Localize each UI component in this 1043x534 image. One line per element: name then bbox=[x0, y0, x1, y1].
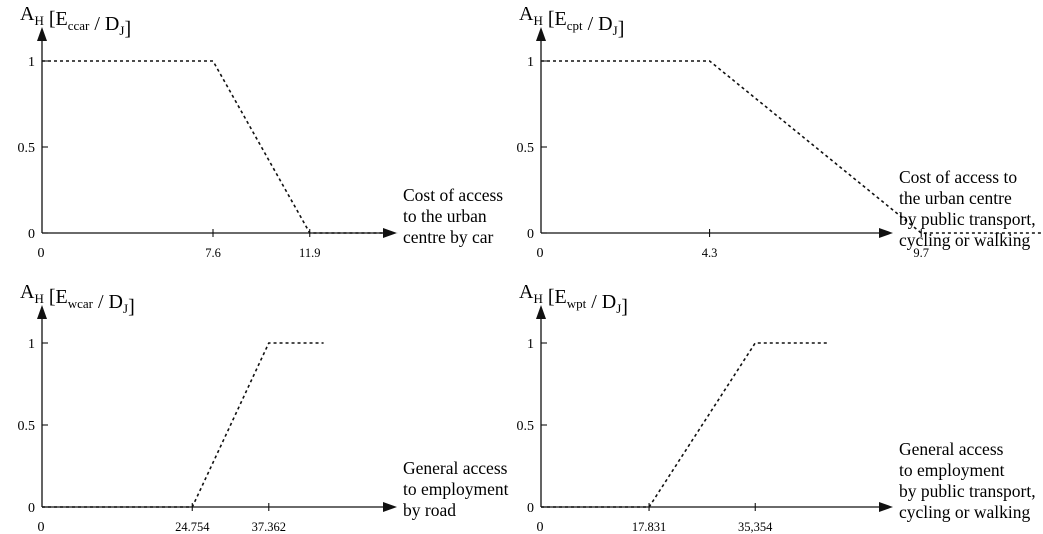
x-tick-label: 11.9 bbox=[299, 246, 320, 260]
y-tick-label: 1 bbox=[28, 55, 35, 70]
series-line bbox=[541, 60, 1043, 234]
y-tick-label: 0 bbox=[527, 227, 534, 242]
x-tick-label: 7.6 bbox=[205, 246, 221, 260]
y-tick-label: 0.5 bbox=[517, 419, 535, 434]
chart-panel-2: 1 0.5 00 4.3 9.7 AH [Ecpt / DJ] Cost of access… bbox=[517, 3, 1043, 261]
x-axis-arrow-icon bbox=[879, 228, 893, 238]
x-tick-label: 35,354 bbox=[738, 520, 773, 534]
y-tick-label: 0.5 bbox=[517, 141, 535, 156]
y-tick-label: 0 bbox=[28, 501, 35, 516]
series-line bbox=[42, 60, 398, 234]
series-line bbox=[541, 342, 829, 508]
y-axis-arrow-icon bbox=[536, 305, 546, 319]
y-tick-label: 1 bbox=[527, 337, 534, 352]
chart-panel-1: 1 0.5 00 7.6 11.9 AH [Eccar / DJ] Cost of acce… bbox=[18, 3, 504, 261]
x-tick-label: 9.7 bbox=[913, 246, 929, 260]
y-tick-label: 1 bbox=[28, 337, 35, 352]
x-axis-arrow-icon bbox=[383, 502, 397, 512]
y-tick-label: 1 bbox=[527, 55, 534, 70]
y-axis-label: AH [Ewcar / DJ] bbox=[20, 281, 135, 318]
y-axis-arrow-icon bbox=[37, 27, 47, 41]
y-axis-label: AH [Eccar / DJ] bbox=[20, 3, 131, 40]
x-axis-arrow-icon bbox=[383, 228, 397, 238]
y-axis-arrow-icon bbox=[37, 305, 47, 319]
x-tick-label-zero: 0 bbox=[38, 246, 45, 261]
chart-panel-3: 1 0.5 00 24.754 37.362 AH [Ewcar / DJ] General… bbox=[18, 281, 509, 534]
x-tick-label: 24.754 bbox=[175, 520, 210, 534]
x-tick-label: 17.831 bbox=[632, 520, 666, 534]
x-axis-label: Cost of access to the urban centre by publ… bbox=[899, 167, 1036, 250]
y-tick-label: 0 bbox=[28, 227, 35, 242]
x-axis-label: General access to employment by road bbox=[403, 458, 509, 520]
series-line bbox=[42, 342, 324, 508]
x-axis-label: Cost of access to the urban centre by car bbox=[403, 185, 503, 247]
x-tick-label-zero: 0 bbox=[537, 246, 544, 261]
x-axis-label: General access to employment by public tra… bbox=[899, 439, 1036, 522]
y-tick-label: 0 bbox=[527, 501, 534, 516]
x-tick-label-zero: 0 bbox=[537, 520, 544, 534]
y-axis-arrow-icon bbox=[536, 27, 546, 41]
y-tick-label: 0.5 bbox=[18, 141, 36, 156]
x-tick-label: 37.362 bbox=[252, 520, 286, 534]
x-axis-arrow-icon bbox=[879, 502, 893, 512]
y-tick-label: 0.5 bbox=[18, 419, 36, 434]
x-tick-label: 4.3 bbox=[702, 246, 718, 260]
y-axis-label: AH [Ewpt / DJ] bbox=[519, 281, 628, 318]
chart-panel-4: 1 0.5 00 17.831 35,354 AH [Ewpt / DJ] General … bbox=[517, 281, 1036, 534]
y-axis-label: AH [Ecpt / DJ] bbox=[519, 3, 624, 40]
x-tick-label-zero: 0 bbox=[38, 520, 45, 534]
